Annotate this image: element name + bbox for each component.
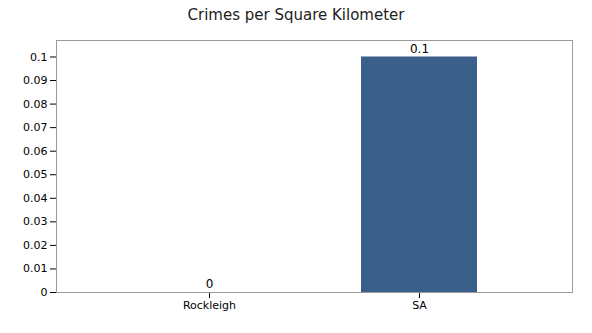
html-text:Crimes per Square Kilometer: Crimes per Square Kilometer [187, 6, 405, 24]
svg-text:0.07: 0.07 [23, 121, 48, 134]
svg-text:0.03: 0.03 [23, 215, 48, 228]
svg-text:SA: SA [412, 299, 427, 312]
svg-text:Rockleigh: Rockleigh [183, 299, 236, 312]
svg-text:0: 0 [206, 277, 214, 291]
svg-text:0.05: 0.05 [23, 168, 48, 181]
svg-text:0.06: 0.06 [23, 145, 48, 158]
svg-text:0.09: 0.09 [23, 74, 48, 87]
svg-text:0.02: 0.02 [23, 239, 48, 252]
svg-text:0: 0 [41, 286, 48, 299]
svg-text:0.04: 0.04 [23, 192, 48, 205]
svg-text:0.1: 0.1 [30, 51, 48, 64]
svg-text:0.01: 0.01 [23, 262, 48, 275]
svg-text:0.1: 0.1 [410, 42, 429, 56]
svg-text:0.08: 0.08 [23, 98, 48, 111]
